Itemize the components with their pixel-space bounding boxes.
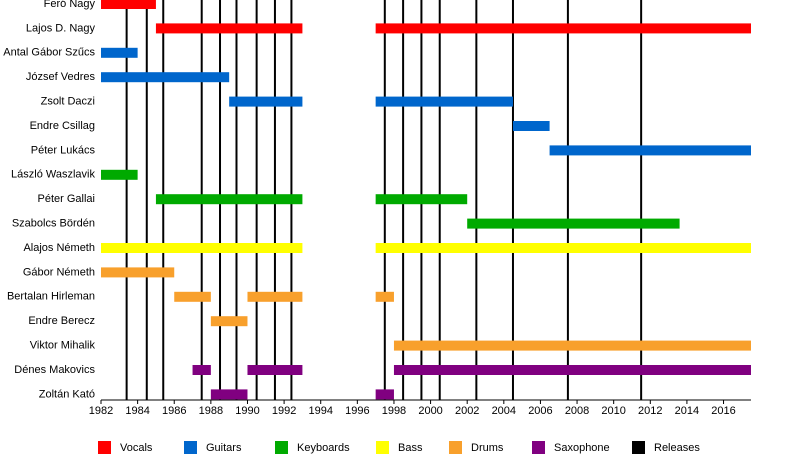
member-bar (467, 218, 680, 229)
member-bar (101, 0, 156, 9)
member-bar (192, 365, 211, 375)
x-tick-label: 1994 (308, 405, 332, 417)
member-bar (393, 365, 751, 375)
x-tick-label: 1988 (199, 405, 223, 417)
legend-swatch (532, 441, 545, 454)
x-tick-label: 2002 (455, 405, 479, 417)
x-tick-label: 1986 (162, 405, 186, 417)
x-tick-label: 1998 (382, 405, 406, 417)
legend-swatch (275, 441, 288, 454)
legend-swatch (376, 441, 389, 454)
x-tick-label: 1990 (235, 405, 259, 417)
legend-label: Drums (471, 442, 504, 454)
member-bar (375, 389, 394, 400)
legend-label: Keyboards (297, 442, 350, 454)
x-tick-label: 1984 (125, 405, 149, 417)
member-bar (375, 291, 394, 302)
member-label: Dénes Makovics (14, 364, 95, 376)
member-bar (155, 194, 303, 205)
member-bar (210, 316, 248, 327)
member-bar (101, 243, 303, 253)
legend-label: Guitars (206, 442, 242, 454)
member-label: Endre Berecz (28, 315, 95, 327)
member-bar (512, 121, 550, 131)
member-bar (101, 47, 138, 58)
member-label: Viktor Mihalik (30, 340, 96, 352)
member-bar (210, 389, 248, 400)
member-label: Alajos Németh (23, 242, 95, 254)
member-bar (155, 23, 303, 34)
member-label: Péter Lukács (31, 144, 96, 156)
member-label: Zoltán Kató (39, 388, 95, 400)
x-tick-label: 2008 (565, 405, 589, 417)
member-bar (229, 96, 303, 107)
member-bar (375, 243, 751, 253)
member-label: Antal Gábor Szűcs (3, 47, 95, 59)
member-bar (174, 291, 211, 302)
member-bar (247, 291, 303, 302)
legend-label: Bass (398, 442, 423, 454)
x-tick-label: 1996 (345, 405, 369, 417)
legend-label: Saxophone (554, 442, 610, 454)
member-bar (101, 267, 175, 278)
x-tick-label: 1992 (272, 405, 296, 417)
member-label: Gábor Németh (23, 266, 95, 278)
x-tick-label: 1982 (89, 405, 113, 417)
x-tick-label: 2004 (492, 405, 516, 417)
member-bar (375, 96, 513, 107)
member-bar (393, 340, 751, 351)
member-label: Bertalan Hirleman (7, 291, 95, 303)
legend-swatch (449, 441, 462, 454)
member-label: Péter Gallai (38, 193, 95, 205)
member-bar (375, 23, 751, 34)
member-bar (375, 194, 468, 205)
x-tick-label: 2012 (638, 405, 662, 417)
member-bar (101, 72, 230, 83)
x-tick-label: 2016 (711, 405, 735, 417)
member-bar (247, 365, 303, 375)
legend-swatch (632, 441, 645, 454)
member-bar (101, 169, 138, 180)
x-tick-label: 2014 (675, 405, 699, 417)
x-tick-label: 2000 (418, 405, 442, 417)
member-label: Zsolt Daczi (41, 96, 95, 108)
x-tick-label: 2006 (528, 405, 552, 417)
x-tick-label: 2010 (601, 405, 625, 417)
legend-swatch (98, 441, 111, 454)
member-bar (549, 145, 751, 156)
legend-label: Vocals (120, 442, 153, 454)
member-label: Endre Csillag (30, 120, 95, 132)
member-label: Lajos D. Nagy (26, 22, 96, 34)
legend-swatch (184, 441, 197, 454)
member-label: Szabolcs Bördén (12, 218, 95, 230)
legend-label: Releases (654, 442, 700, 454)
member-label: József Vedres (26, 71, 96, 83)
member-label: László Waszlavik (11, 169, 95, 181)
member-label: Feró Nagy (44, 0, 96, 10)
